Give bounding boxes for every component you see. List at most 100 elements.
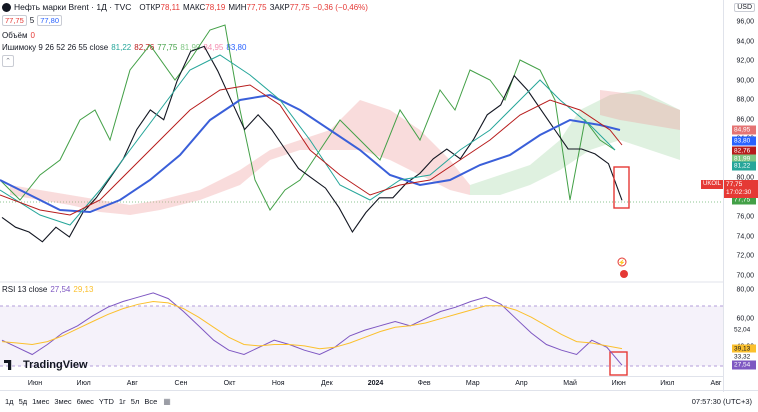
ichimoku-value: 77,75	[157, 43, 178, 52]
ichimoku-cloud-bull	[470, 90, 680, 195]
time-axis-label: Май	[563, 380, 577, 387]
ichimoku-lagging-span	[0, 24, 616, 211]
us-flag-icon	[620, 270, 628, 278]
rsi-badge: 52,04	[732, 325, 756, 335]
time-axis-label: Сен	[174, 380, 188, 387]
time-axis[interactable]: Июн Июл Авг Сен Окт Ноя Дек 2024 Фев Мар Апр Май Июн…	[0, 376, 724, 391]
ichimoku-legend: Ишимоку 9 26 52 26 55 close 81,22 82,76 77…	[2, 43, 249, 52]
highlight-box-rsi	[609, 351, 628, 376]
range-button[interactable]: 1мес	[32, 397, 50, 406]
ohlc-label: ЗАКР	[269, 2, 290, 12]
price-badge: 81,22	[732, 161, 756, 171]
range-button[interactable]: 5л	[130, 397, 140, 406]
time-axis-label: 2024	[367, 380, 384, 387]
legend-collapse-button[interactable]: ⌃	[2, 55, 14, 67]
symbol-logo-icon	[2, 2, 11, 12]
time-axis-label: Фев	[417, 380, 431, 387]
price-tick-label: 74,00	[736, 233, 754, 241]
ichimoku-value: 82,76	[134, 43, 155, 52]
time-axis-label: Апр	[515, 380, 528, 387]
price-badge: 84,95	[732, 125, 756, 135]
rsi-badge: 27,54	[732, 360, 756, 370]
price-badge: 77,75	[732, 195, 756, 205]
highlight-box-price	[613, 166, 630, 209]
range-button[interactable]: 3мес	[54, 397, 72, 406]
rsi-band	[0, 306, 724, 366]
bottom-toolbar: 1д 5д 1мес 3мес 6мес YTD 1г 5л Все ▦ 07:57:30 (U…	[0, 390, 758, 412]
price-tick-label: 90,00	[736, 77, 754, 85]
range-button[interactable]: 6мес	[76, 397, 94, 406]
time-axis-label: Июн	[27, 380, 43, 387]
time-axis-label: Мар	[465, 380, 480, 387]
time-axis-label: Июн	[611, 380, 626, 387]
range-buttons: 1д 5д 1мес 3мес 6мес YTD 1г 5л Все	[0, 397, 157, 406]
ohlc-value: 78,19	[205, 2, 226, 12]
ohlc-value: 77,75	[289, 2, 310, 12]
range-button[interactable]: 1д	[5, 397, 14, 406]
symbol-legend: Нефть марки Brent · 1Д · TVC ОТКР78,11 МА…	[0, 2, 368, 12]
price-badge: 82,76	[732, 146, 756, 156]
ohlc-value: 77,75	[246, 2, 267, 12]
chevron-up-icon: ⌃	[2, 55, 14, 67]
rsi-legend: RSI 13 close 27,54 29,13	[2, 285, 96, 294]
range-button[interactable]: YTD	[98, 397, 114, 406]
price-line	[1, 45, 623, 243]
legend-change: −0,36 (−0,46%)	[312, 2, 368, 12]
ichimoku-label[interactable]: Ишимоку 9 26 52 26 55 close	[2, 43, 109, 52]
volume-value: 0	[30, 31, 35, 40]
price-tick-label: 76,00	[736, 213, 754, 221]
ohlc-value: 78,11	[160, 2, 180, 12]
rsi-badge: 33,32	[732, 352, 756, 362]
price-tick-label: 92,00	[736, 57, 754, 65]
currency-button[interactable]: USD	[734, 3, 755, 12]
price-axis[interactable]: USD 96,0094,0092,0090,0088,0086,0084,008…	[700, 0, 758, 392]
price-tag-time: 17:02:30	[726, 189, 752, 196]
watermark-text: TradingView	[23, 359, 88, 371]
ichimoku-value: 84,95	[203, 43, 224, 52]
price-badge: 81,99	[732, 154, 756, 164]
ichimoku-value: 81,22	[111, 43, 132, 52]
rsi-legend-value: 29,13	[73, 285, 94, 294]
current-price-tag: 77,75 17:02:30	[724, 180, 758, 198]
time-axis-label: Ноя	[271, 380, 285, 387]
price-tag-value: 77,75	[726, 181, 743, 188]
ohlc-label: МИН	[228, 2, 247, 12]
price-tick-label: 80,00	[736, 174, 754, 182]
trade-buttons: 77,75 5 77,80	[2, 15, 65, 26]
time-axis-label: Июл	[76, 380, 91, 387]
legend-ohlc: ОТКР78,11 МАКС78,19 МИН77,75 ЗАКР77,75	[139, 3, 312, 12]
tradingview-logo-icon	[4, 360, 12, 370]
rsi-badge: 39,13	[732, 344, 756, 354]
time-axis-label: Дек	[320, 380, 333, 387]
price-tick-label: 70,00	[736, 272, 754, 280]
range-button[interactable]: Все	[144, 397, 158, 406]
symbol-tag: UKOIL	[700, 180, 723, 189]
ichimoku-values: 81,22 82,76 77,75 81,99 84,95 83,80	[111, 43, 249, 52]
lightning-icon	[617, 257, 627, 267]
time-axis-label: Авг	[710, 380, 722, 387]
clock-display[interactable]: 07:57:30 (UTC+3)	[691, 397, 752, 406]
buy-price-button[interactable]: 77,80	[37, 15, 63, 26]
rsi-ma-line	[1, 300, 623, 350]
volume-legend: Объём 0	[2, 31, 35, 40]
price-tick-label: 86,00	[736, 116, 754, 124]
tradingview-watermark[interactable]: TradingView	[4, 359, 88, 371]
date-range-icon[interactable]: ▦	[163, 397, 171, 406]
range-button[interactable]: 5д	[18, 397, 28, 406]
price-tick-label: 88,00	[736, 96, 754, 104]
symbol-title[interactable]: Нефть марки Brent · 1Д · TVC	[14, 2, 132, 12]
rsi-line	[1, 292, 623, 366]
range-button[interactable]: 1г	[118, 397, 126, 406]
ichimoku-value: 81,99	[180, 43, 201, 52]
ichimoku-cloud-bear-2	[600, 90, 680, 130]
time-axis-label: Июл	[660, 380, 675, 387]
price-chart[interactable]: ⚡	[0, 0, 724, 392]
rsi-values: 27,54 29,13	[50, 285, 96, 294]
rsi-tick-label: 60,00	[736, 315, 754, 323]
sell-price-button[interactable]: 77,75	[2, 15, 27, 26]
price-tick-label: 96,00	[736, 18, 754, 26]
rsi-legend-value: 27,54	[50, 285, 71, 294]
rsi-label[interactable]: RSI 13 close	[2, 285, 48, 294]
volume-label: Объём	[2, 31, 28, 40]
lightning-glyph: ⚡	[618, 259, 625, 267]
